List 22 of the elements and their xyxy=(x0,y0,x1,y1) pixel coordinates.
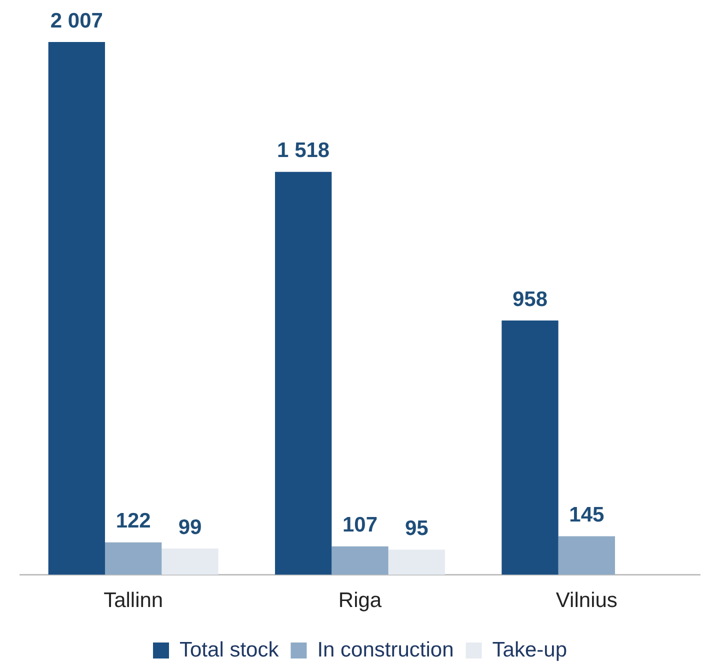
x-tick-label: Tallinn xyxy=(104,589,164,612)
data-label: 107 xyxy=(342,514,378,537)
data-label: 1 518 xyxy=(277,139,330,162)
data-label: 2 007 xyxy=(50,9,103,32)
legend-label: Take-up xyxy=(492,638,568,662)
data-label: 958 xyxy=(512,288,548,311)
bar xyxy=(332,546,388,575)
bar xyxy=(105,542,162,575)
x-tick-label: Riga xyxy=(338,589,382,612)
bar xyxy=(388,550,445,575)
data-label: 99 xyxy=(178,516,202,539)
bar xyxy=(558,536,615,575)
bar xyxy=(162,548,218,575)
legend-label: In construction xyxy=(317,638,454,662)
legend-label: Total stock xyxy=(180,638,280,662)
bar xyxy=(275,172,332,575)
data-label: 95 xyxy=(404,516,429,540)
data-label: 145 xyxy=(569,504,604,527)
x-tick-label: Vilnius xyxy=(556,589,618,612)
bar xyxy=(48,42,105,575)
data-label: 122 xyxy=(116,510,151,533)
bar xyxy=(502,320,558,575)
